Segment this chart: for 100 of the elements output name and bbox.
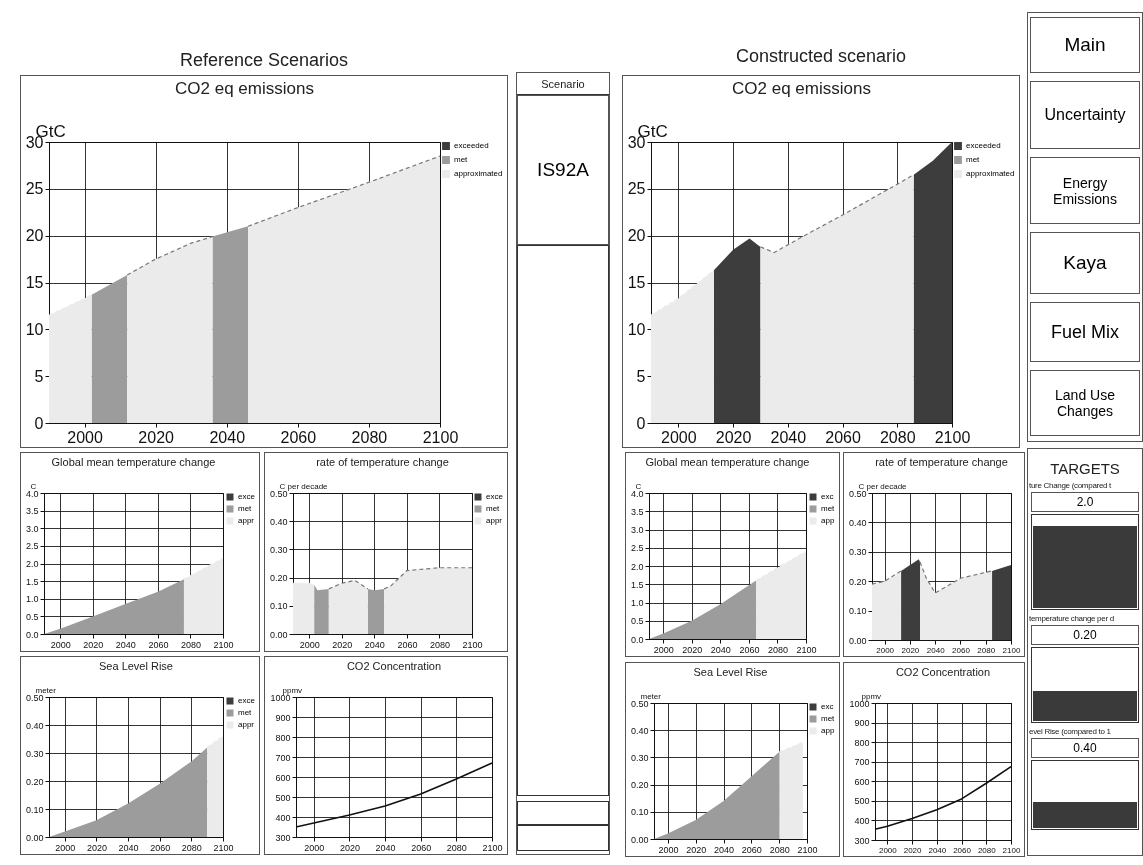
chart-title: CO2 Concentration bbox=[895, 666, 991, 678]
y-tick-label: 500 bbox=[854, 796, 870, 807]
x-tick-label: 2080 bbox=[767, 644, 788, 655]
y-tick-label: 400 bbox=[275, 812, 291, 823]
x-tick-label: 2020 bbox=[339, 842, 360, 853]
y-tick-label: 1.5 bbox=[25, 576, 39, 587]
x-tick-label: 2060 bbox=[148, 639, 169, 650]
text: Constructed scenario bbox=[734, 44, 908, 68]
chart-title: Global mean temperature change bbox=[645, 456, 810, 468]
y-tick-label: 15 bbox=[627, 274, 646, 291]
y-tick-label: 15 bbox=[25, 274, 44, 291]
y-tick-label: 3.0 bbox=[25, 523, 39, 534]
y-tick-label: 4.0 bbox=[25, 488, 39, 499]
legend-label: met bbox=[821, 504, 836, 513]
legend-label: exceeded bbox=[454, 141, 489, 150]
x-tick-label: 2000 bbox=[55, 842, 76, 853]
y-tick-label: 700 bbox=[854, 757, 870, 768]
x-tick-label: 2000 bbox=[658, 844, 679, 855]
y-tick-label: 0.50 bbox=[269, 488, 288, 499]
y-axis-title: ppmv bbox=[282, 685, 303, 695]
legend-label: exceeded bbox=[966, 141, 1001, 150]
y-tick-label: 0.20 bbox=[848, 576, 867, 587]
x-tick-label: 2020 bbox=[715, 428, 752, 446]
y-tick-label: 400 bbox=[854, 815, 870, 826]
y-tick-label: 0 bbox=[636, 414, 646, 432]
y-axis-title: C bbox=[635, 481, 642, 491]
y-tick-label: 600 bbox=[854, 776, 870, 787]
x-tick-label: 2080 bbox=[446, 842, 467, 853]
x-tick-label: 2040 bbox=[710, 644, 731, 655]
text: 2.0 bbox=[1031, 492, 1139, 512]
legend-label: appr bbox=[486, 516, 503, 525]
text: Fuel Mix bbox=[1030, 302, 1140, 362]
y-tick-label: 0.20 bbox=[269, 573, 288, 584]
y-tick-label: 10 bbox=[627, 320, 646, 338]
y-tick-label: 0.50 bbox=[848, 488, 867, 499]
x-tick-label: 2100 bbox=[462, 639, 483, 650]
y-tick-label: 10 bbox=[25, 320, 44, 338]
y-tick-label: 2.5 bbox=[630, 543, 644, 554]
y-tick-label: 20 bbox=[25, 227, 44, 245]
y-tick-label: 0.40 bbox=[630, 725, 649, 736]
y-tick-label: 600 bbox=[275, 772, 291, 783]
y-tick-label: 800 bbox=[275, 732, 291, 743]
y-tick-label: 0.00 bbox=[269, 629, 288, 640]
x-tick-label: 2040 bbox=[714, 844, 735, 855]
x-tick-label: 2000 bbox=[876, 645, 895, 655]
y-tick-label: 5 bbox=[636, 367, 646, 385]
chart-title: CO2 eq emissions bbox=[175, 79, 314, 98]
x-tick-label: 2100 bbox=[796, 644, 817, 655]
x-tick-label: 2100 bbox=[482, 842, 503, 853]
x-tick-label: 2080 bbox=[977, 845, 997, 855]
y-tick-label: 2.0 bbox=[25, 559, 39, 569]
y-tick-label: 0.50 bbox=[25, 692, 44, 703]
x-tick-label: 2060 bbox=[411, 842, 432, 853]
legend-label: exce bbox=[238, 492, 256, 501]
chart-title: Global mean temperature change bbox=[51, 456, 216, 468]
y-tick-label: 1.0 bbox=[630, 598, 644, 608]
y-tick-label: 0.50 bbox=[630, 698, 649, 709]
x-tick-label: 2020 bbox=[86, 842, 107, 853]
text: Kaya bbox=[1030, 232, 1140, 294]
x-tick-label: 2080 bbox=[429, 639, 450, 650]
legend-label: met bbox=[238, 708, 253, 717]
y-tick-label: 300 bbox=[854, 835, 870, 846]
y-tick-label: 2.5 bbox=[25, 541, 39, 552]
legend-label: met bbox=[238, 504, 253, 513]
x-tick-label: 2100 bbox=[1002, 845, 1021, 855]
x-tick-label: 2000 bbox=[304, 842, 325, 853]
y-tick-label: 0.00 bbox=[25, 832, 44, 843]
x-tick-label: 2060 bbox=[739, 644, 760, 655]
y-tick-label: 1.5 bbox=[630, 579, 644, 590]
x-tick-label: 2060 bbox=[825, 428, 861, 446]
x-tick-label: 2040 bbox=[209, 428, 246, 446]
x-tick-label: 2000 bbox=[661, 428, 697, 446]
y-tick-label: 4.0 bbox=[630, 488, 644, 499]
x-tick-label: 2100 bbox=[422, 428, 459, 446]
x-tick-label: 2040 bbox=[770, 428, 807, 446]
text: ture Change (compared t bbox=[1029, 481, 1112, 490]
y-tick-label: 1.0 bbox=[25, 594, 39, 605]
x-tick-label: 2100 bbox=[934, 428, 971, 446]
y-tick-label: 0.30 bbox=[848, 547, 867, 558]
x-tick-label: 2020 bbox=[686, 844, 707, 855]
y-tick-label: 0.5 bbox=[630, 616, 644, 627]
x-tick-label: 2020 bbox=[332, 639, 353, 650]
chart-title: rate of temperature change bbox=[875, 456, 1008, 468]
x-tick-label: 2040 bbox=[926, 645, 946, 655]
legend-label: met bbox=[486, 504, 501, 513]
y-axis-title: C per decade bbox=[279, 481, 329, 491]
x-tick-label: 2060 bbox=[397, 639, 418, 650]
x-tick-label: 2020 bbox=[903, 845, 923, 855]
y-tick-label: 20 bbox=[627, 227, 646, 245]
text: evel Rise (compared to 1 bbox=[1029, 727, 1111, 736]
x-tick-label: 2060 bbox=[952, 645, 971, 655]
y-tick-label: 0.10 bbox=[25, 804, 44, 815]
y-tick-label: 0.0 bbox=[25, 629, 39, 640]
y-tick-label: 0.10 bbox=[848, 606, 867, 617]
y-tick-label: 0.00 bbox=[848, 635, 867, 646]
y-tick-label: 0.0 bbox=[630, 634, 644, 645]
x-tick-label: 2100 bbox=[1002, 645, 1021, 655]
x-tick-label: 2000 bbox=[50, 639, 71, 650]
text: TARGETS bbox=[1049, 458, 1121, 479]
x-tick-label: 2040 bbox=[118, 842, 139, 853]
